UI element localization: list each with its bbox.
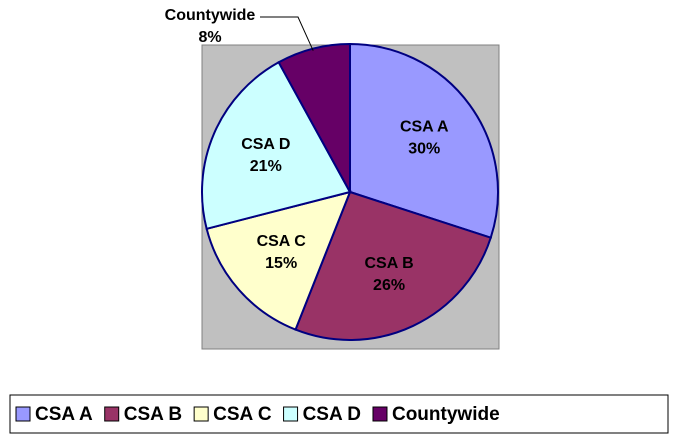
data-label-value: 21% (250, 158, 282, 175)
data-label-name: CSA C (257, 233, 307, 250)
data-label-name: CSA A (400, 118, 449, 135)
legend-swatch (104, 406, 120, 422)
legend-label: CSA C (213, 404, 272, 425)
pie-slice (349, 42, 499, 239)
data-label-name: Countywide (165, 7, 256, 24)
data-label-value: 15% (265, 255, 297, 272)
legend-label: CSA B (124, 404, 182, 425)
data-label-value: 30% (408, 140, 440, 157)
legend-swatch (283, 406, 299, 422)
legend-label: CSA A (35, 404, 93, 425)
data-label-value: 8% (198, 29, 221, 46)
leader-line (260, 16, 314, 51)
legend-label: Countywide (392, 404, 500, 425)
legend: CSA A CSA B CSA C CSA D Countywide (15, 404, 500, 425)
legend-swatch (193, 406, 209, 422)
pie (201, 42, 499, 341)
data-label-name: CSA B (364, 255, 413, 272)
legend-swatch (15, 406, 31, 422)
pie-slice (294, 190, 493, 341)
data-label-name: CSA D (241, 136, 290, 153)
legend-box (9, 394, 669, 434)
legend-label: CSA D (303, 404, 361, 425)
data-label-value: 26% (373, 277, 405, 294)
pie-slice (201, 60, 352, 231)
legend-swatch (372, 406, 388, 422)
pie-slice (277, 42, 351, 193)
pie-slice (205, 190, 352, 331)
data-labels: CSA A 30% CSA B 26% CSA C 15% CSA D 21% Countywi… (165, 7, 449, 294)
